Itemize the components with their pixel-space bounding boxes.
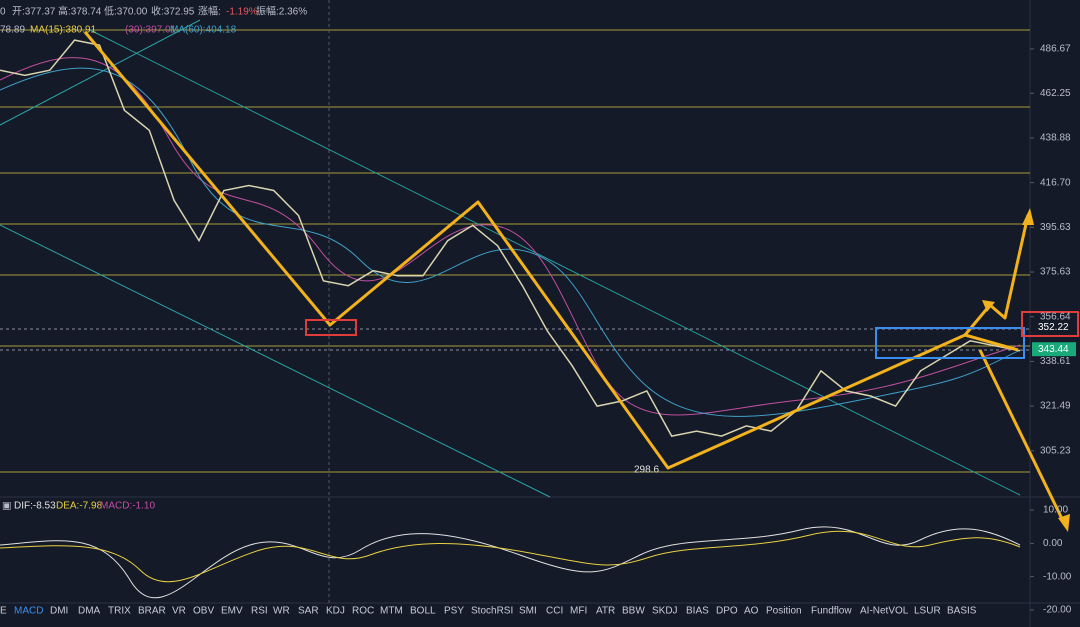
indicator-tab[interactable]: BOLL: [410, 606, 436, 617]
indicator-tab[interactable]: SAR: [298, 606, 319, 617]
macd-tick-label: -20.00: [1043, 605, 1072, 616]
y-tick-label: 375.63: [1040, 267, 1071, 278]
indicator-tab[interactable]: BBW: [622, 606, 645, 617]
price-badge-label: 352.22: [1038, 322, 1069, 333]
indicator-tab[interactable]: MACD: [14, 606, 43, 617]
indicator-tab[interactable]: RSI: [251, 606, 268, 617]
indicator-tab[interactable]: BRAR: [138, 606, 166, 617]
ma-line: [0, 57, 1021, 416]
indicator-tab[interactable]: SKDJ: [652, 606, 678, 617]
y-tick-label: 438.88: [1040, 133, 1071, 144]
change: -1.19%: [226, 7, 258, 18]
indicator-tab[interactable]: TRIX: [108, 606, 131, 617]
indicator-tab[interactable]: MFI: [570, 606, 587, 617]
arrow-heads: [982, 208, 1070, 532]
ma-prefix: 78.89: [0, 25, 25, 36]
indicator-tabs: E MACD DMI DMA TRIX BRAR VR OBV EMV RSI WR SAR KDJ RO…: [0, 606, 977, 617]
level-lines: [0, 29, 1030, 473]
dea-line: [0, 530, 1021, 583]
indicator-tab[interactable]: AO: [744, 606, 759, 617]
indicator-tab[interactable]: DPO: [716, 606, 738, 617]
macd-tick-label: -10.00: [1043, 571, 1072, 582]
indicator-tab[interactable]: SMI: [519, 606, 537, 617]
indicator-tab[interactable]: LSUR: [914, 606, 941, 617]
open: 开:377.37: [12, 7, 56, 18]
range-box: [875, 327, 1025, 359]
indicator-tab[interactable]: CCI: [546, 606, 563, 617]
y-tick-label: 305.23: [1040, 445, 1071, 456]
indicator-tab[interactable]: BIAS: [686, 606, 709, 617]
plot: [0, 39, 1021, 437]
trend-arrows: [83, 31, 1067, 526]
indicator-tab[interactable]: WR: [273, 606, 290, 617]
indicator-tab[interactable]: MTM: [380, 606, 403, 617]
indicator-tab[interactable]: ATR: [596, 606, 615, 617]
indicator-tab[interactable]: Fundflow: [811, 606, 852, 617]
indicator-tab[interactable]: DMA: [78, 606, 101, 617]
marker-box: [1021, 311, 1079, 337]
indicator-tab[interactable]: EMV: [221, 606, 243, 617]
indicator-tab[interactable]: BASIS: [947, 606, 977, 617]
price-badge: [1032, 342, 1076, 357]
indicator-tab[interactable]: DMI: [50, 606, 68, 617]
price-badge-label: 343.44: [1038, 344, 1069, 355]
indicator-tab[interactable]: ROC: [352, 606, 374, 617]
indicator-tab[interactable]: VR: [172, 606, 186, 617]
y-tick-label: 462.25: [1040, 88, 1071, 99]
dif: DIF:-8.53: [14, 501, 56, 512]
indicator-tab[interactable]: OBV: [193, 606, 214, 617]
dea: DEA:-7.98: [56, 501, 103, 512]
ma15: MA(15):380.91: [30, 25, 97, 36]
y-tick-label: 321.49: [1040, 401, 1071, 412]
price-badge: [1032, 320, 1076, 335]
macd-label: ▣: [2, 501, 11, 512]
y-tick-label: 416.70: [1040, 177, 1071, 188]
indicator-tab[interactable]: Position: [766, 606, 802, 617]
ma60: MA(60):404.18: [170, 25, 237, 36]
amplitude: 振幅:2.36%: [256, 5, 307, 18]
y-tick-label: 395.63: [1040, 222, 1071, 233]
macd-tick-label: 0.00: [1043, 538, 1063, 549]
header-prefix: 0: [0, 7, 6, 18]
high: 高:378.74: [58, 5, 102, 18]
y-tick-label: 486.67: [1040, 44, 1071, 55]
macd-value: MACD:-1.10: [100, 501, 155, 512]
y-tick-label: 356.64: [1040, 311, 1071, 322]
indicator-tab[interactable]: StochRSI: [471, 606, 513, 617]
close: 收:372.95: [151, 5, 195, 18]
low-annotation: 298.6: [634, 465, 659, 476]
macd-axis: 10.00 0.00 -10.00 -20.00: [1030, 505, 1072, 616]
y-tick-label: 338.61: [1040, 356, 1071, 367]
indicator-tab[interactable]: AI-NetVOL: [860, 606, 909, 617]
marker-box: [305, 319, 357, 336]
channel-lines: [0, 19, 1021, 498]
ma30: (30):397.01: [125, 25, 177, 36]
price-line: [0, 39, 1021, 437]
indicator-tab[interactable]: KDJ: [326, 606, 345, 617]
change-label: 涨幅:: [198, 5, 221, 18]
indicator-tab[interactable]: E: [0, 606, 7, 617]
low: 低:370.00: [104, 5, 148, 18]
macd-tick-label: 10.00: [1043, 505, 1068, 516]
indicator-tab[interactable]: PSY: [444, 606, 464, 617]
